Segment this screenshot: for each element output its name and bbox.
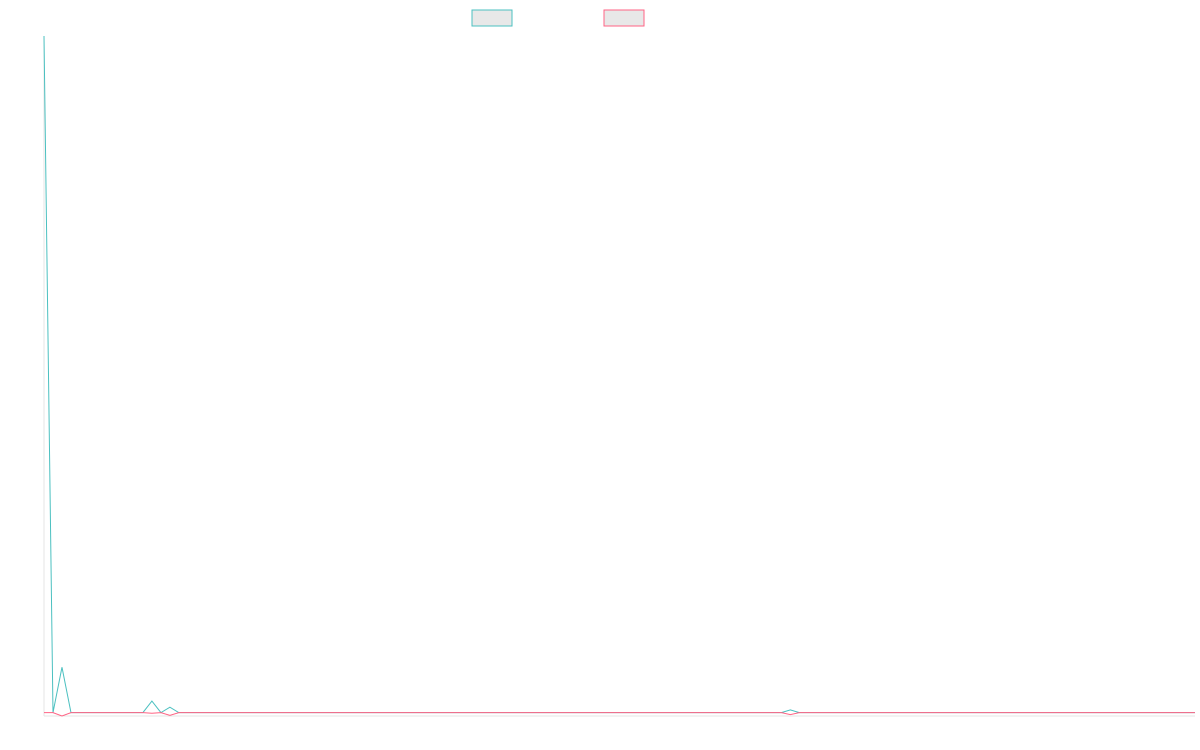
legend-swatch (603, 9, 645, 27)
series-line (44, 712, 1195, 717)
legend-swatch (471, 9, 513, 27)
series-line (43, 35, 1195, 714)
